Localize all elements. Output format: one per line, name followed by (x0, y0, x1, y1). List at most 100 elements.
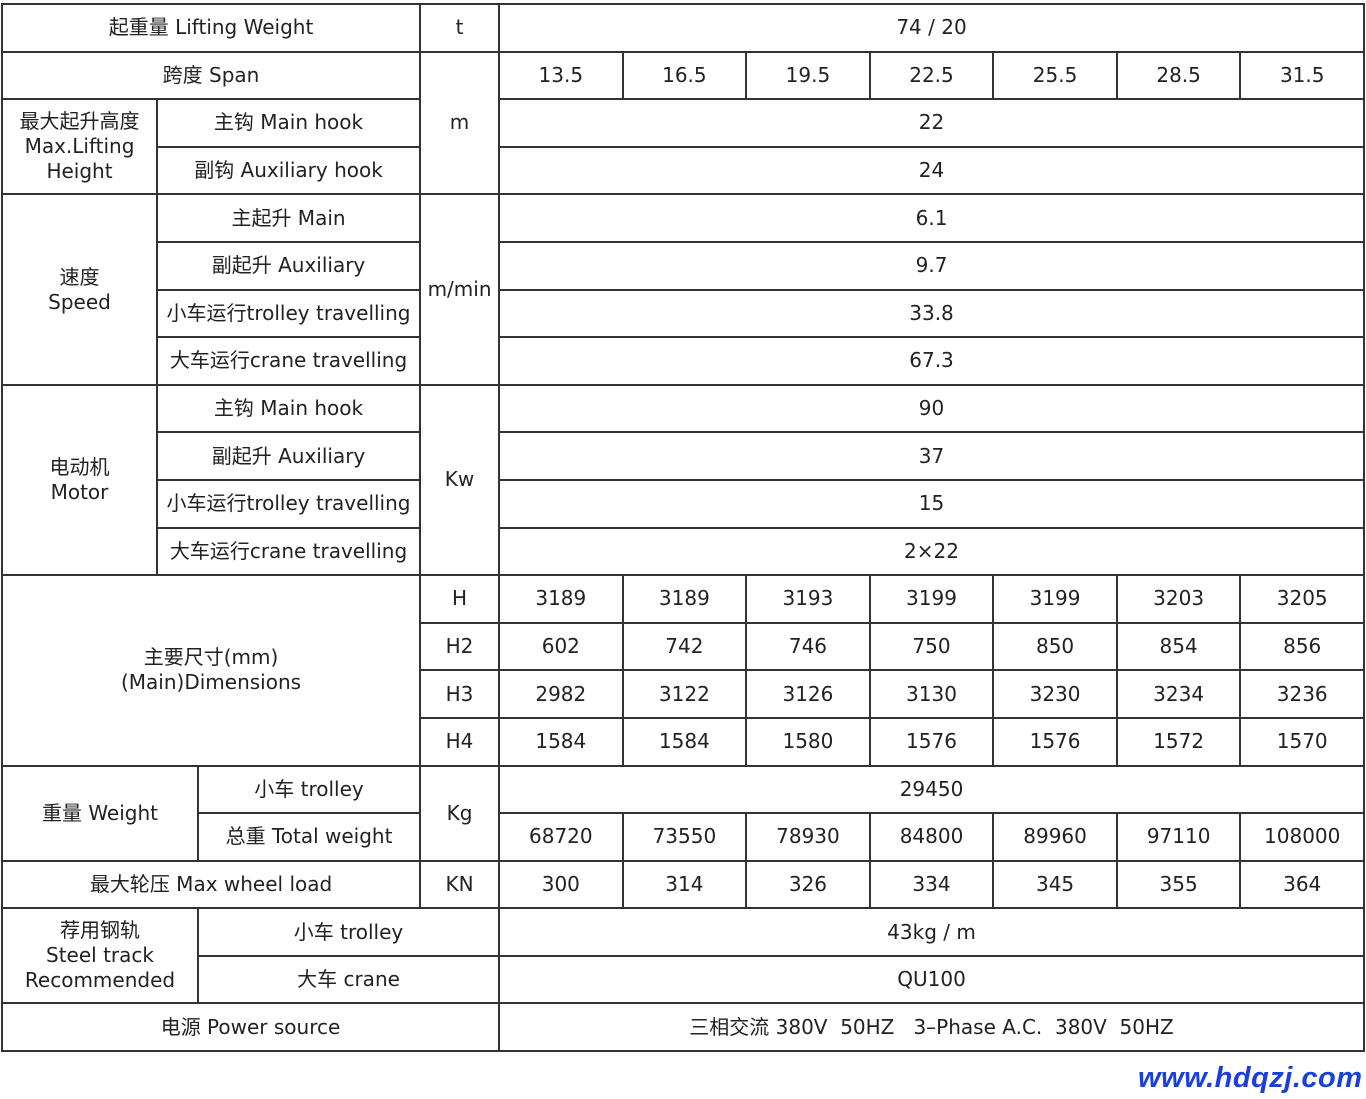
group-label: 速度 Speed (1, 193, 158, 386)
cell: 25.5 (992, 50, 1118, 101)
cell: 326 (745, 859, 871, 910)
cell: 1576 (868, 716, 995, 767)
row-steel-track-crane: 大车 crane QU100 (2, 954, 1365, 1005)
value: 22 (498, 98, 1365, 148)
row-motor: 副起升 Auxiliary 37 (2, 431, 1365, 481)
label: 副钩 Auxiliary hook (155, 145, 422, 196)
cell: 750 (868, 621, 995, 672)
row-motor: 电动机 Motor 主钩 Main hook Kw 90 (1, 383, 1365, 577)
label: 小车 trolley (196, 764, 422, 815)
value: 67.3 (498, 336, 1365, 386)
value: 三相交流 380V 50HZ 3–Phase A.C. 380V 50HZ (498, 1002, 1365, 1053)
cell: 3189 (498, 574, 624, 624)
row-steel-track-trolley: 荐用钢轨 Steel track Recommended 小车 trolley 43… (1, 907, 1365, 1005)
value: 24 (498, 145, 1365, 196)
row-speed: 副起升 Auxiliary 9.7 (2, 240, 1365, 291)
unit: H (419, 574, 501, 624)
cell: 850 (992, 621, 1118, 672)
cell: 364 (1239, 859, 1365, 910)
value: 15 (498, 478, 1365, 529)
cell: 19.5 (745, 50, 871, 101)
cell: 3236 (1239, 669, 1365, 719)
row-span: 跨度 Span m 13.5 16.5 19.5 22.5 25.5 28.5 … (0, 50, 1365, 196)
cell: 742 (621, 621, 748, 672)
cell: 856 (1239, 621, 1365, 672)
label: 主起升 Main (155, 193, 422, 243)
unit: KN (419, 859, 501, 910)
cell: 16.5 (621, 50, 748, 101)
cell: 73550 (621, 812, 748, 862)
cell: 1584 (498, 716, 624, 767)
cell: 334 (868, 859, 995, 910)
cell: 355 (1115, 859, 1242, 910)
cell: 602 (498, 621, 624, 672)
label: 小车运行trolley travelling (155, 288, 422, 339)
row-power: 电源 Power source 三相交流 380V 50HZ 3–Phase A… (0, 1002, 1365, 1053)
watermark: www.hdqzj.com (1138, 1062, 1363, 1094)
row-weight-total: 总重 Total weight 68720 73550 78930 84800 … (2, 812, 1365, 862)
label: 大车运行crane travelling (155, 336, 422, 386)
cell: 84800 (868, 812, 995, 862)
row-motor: 小车运行trolley travelling 15 (2, 478, 1365, 529)
label: 总重 Total weight (196, 812, 422, 862)
row-lifting-height-main: 最大起升高度 Max.Lifting Height 主钩 Main hook 22 (1, 98, 1365, 196)
row-dimension: H4 1584 1584 1580 1576 1576 1572 1570 (2, 716, 1365, 767)
cell: 2982 (498, 669, 624, 719)
row-lifting-weight: 起重量 Lifting Weight t 74 / 20 (0, 3, 1365, 53)
cell: 89960 (992, 812, 1118, 862)
row-dimension: H3 2982 3122 3126 3130 3230 3234 3236 (2, 669, 1365, 719)
label: 电源 Power source (0, 1002, 501, 1053)
group-label: 荐用钢轨 Steel track Recommended (1, 907, 199, 1005)
cell: 3199 (992, 574, 1118, 624)
unit: m (419, 50, 501, 196)
label: 大车运行crane travelling (155, 526, 422, 577)
value: 6.1 (498, 193, 1365, 243)
unit: Kg (419, 764, 501, 862)
cell: 3130 (868, 669, 995, 719)
unit: t (419, 3, 501, 53)
cell: 1570 (1239, 716, 1365, 767)
value: 9.7 (498, 240, 1365, 291)
cell: 3234 (1115, 669, 1242, 719)
value: QU100 (498, 954, 1365, 1005)
value: 43kg / m (498, 907, 1365, 957)
cell: 3230 (992, 669, 1118, 719)
cell: 1580 (745, 716, 871, 767)
cell: 3126 (745, 669, 871, 719)
label: 大车 crane (196, 954, 501, 1005)
cell: 3189 (621, 574, 748, 624)
row-dimension: H2 602 742 746 750 850 854 856 (2, 621, 1365, 672)
cell: 13.5 (498, 50, 624, 101)
cell: 78930 (745, 812, 871, 862)
specification-table: 起重量 Lifting Weight t 74 / 20 跨度 Span m 1… (0, 3, 1365, 1053)
cell: 3122 (621, 669, 748, 719)
cell: 314 (621, 859, 748, 910)
row-weight-trolley: 重量 Weight 小车 trolley Kg 29450 (1, 764, 1365, 862)
label: 最大轮压 Max wheel load (0, 859, 422, 910)
group-label: 重量 Weight (1, 764, 199, 862)
value: 74 / 20 (498, 3, 1365, 53)
label: 起重量 Lifting Weight (0, 3, 422, 53)
cell: 28.5 (1115, 50, 1242, 101)
unit: m/min (419, 193, 501, 386)
group-label: 主要尺寸(mm) (Main)Dimensions (0, 574, 422, 767)
value: 2×22 (498, 526, 1365, 577)
value: 90 (498, 383, 1365, 434)
label: 小车 trolley (196, 907, 501, 957)
unit: Kw (419, 383, 501, 577)
cell: 746 (745, 621, 871, 672)
cell: 3203 (1115, 574, 1242, 624)
value: 29450 (498, 764, 1365, 815)
unit: H4 (419, 716, 501, 767)
label: 小车运行trolley travelling (155, 478, 422, 529)
label: 副起升 Auxiliary (155, 240, 422, 291)
row-motor: 大车运行crane travelling 2×22 (2, 526, 1365, 577)
cell: 345 (992, 859, 1118, 910)
group-label: 最大起升高度 Max.Lifting Height (1, 98, 158, 196)
label: 主钩 Main hook (155, 383, 422, 434)
cell: 97110 (1115, 812, 1242, 862)
cell: 68720 (498, 812, 624, 862)
row-speed: 小车运行trolley travelling 33.8 (2, 288, 1365, 339)
row-wheel-load: 最大轮压 Max wheel load KN 300 314 326 334 3… (0, 859, 1365, 910)
cell: 1576 (992, 716, 1118, 767)
